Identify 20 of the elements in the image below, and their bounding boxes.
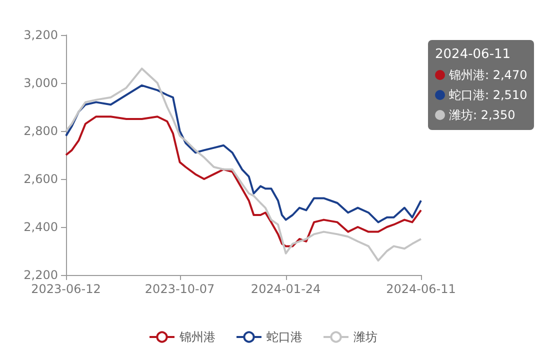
y-tick-label: 2,400 [24,220,58,234]
x-tick-label: 2024-01-24 [250,282,321,296]
legend-label: 潍坊 [354,330,378,344]
line-series [65,116,422,248]
line-series [65,84,422,224]
legend-label: 蛇口港 [266,330,302,344]
y-tick-label: 3,000 [24,76,58,90]
y-tick-label: 2,600 [24,172,58,186]
text: 锦州港: 2,470 [449,68,528,82]
y-tick-label: 2,200 [24,268,58,282]
text: 2024-06-11 [435,47,511,62]
legend-label: 锦州港 [178,330,216,344]
y-tick-label: 2,800 [24,124,58,138]
x-tick-label: 2024-06-11 [386,282,456,296]
text: 潍坊: 2,350 [449,108,516,122]
text: 蛇口港: 2,510 [449,88,528,102]
x-tick-label: 2023-06-12 [31,282,101,296]
x-tick-label: 2023-10-07 [144,282,215,296]
line-series [65,68,422,262]
y-tick-label: 3,200 [24,28,58,42]
